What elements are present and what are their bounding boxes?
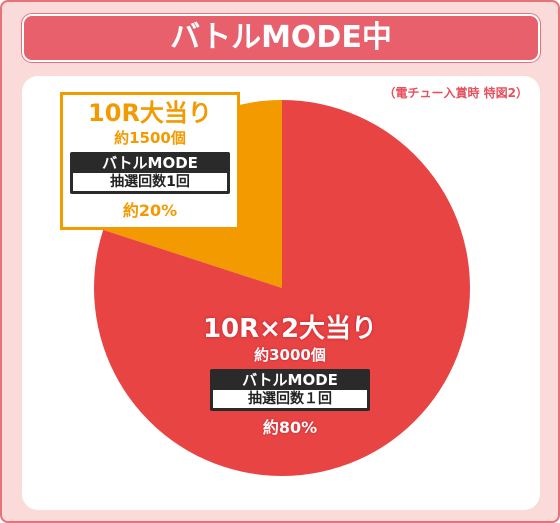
prize-label: 10R×2大当り <box>202 314 378 344</box>
payout-count: 約1500個 <box>114 129 186 147</box>
percent-label: 約20% <box>122 201 178 220</box>
lottery-count: 抽選回数１回 <box>213 390 367 408</box>
pie-slice-80 <box>94 100 471 476</box>
mode-block: バトルMODE 抽選回数１回 <box>210 369 370 411</box>
payout-count: 約3000個 <box>254 346 326 364</box>
slice-label-small: 10R大当り 約1500個 バトルMODE 抽選回数1回 約20% <box>60 92 240 230</box>
chart-panel: （電チュー入賞時 特図2） 10R大当り 約1500個 バトルMODE 抽選回数… <box>22 76 540 510</box>
lottery-count: 抽選回数1回 <box>73 173 227 191</box>
page-title: バトルMODE中 <box>22 14 540 62</box>
mode-label: バトルMODE <box>242 371 338 389</box>
slice-label-large: 10R×2大当り 約3000個 バトルMODE 抽選回数１回 約80% <box>194 312 386 442</box>
mode-block: バトルMODE 抽選回数1回 <box>70 152 230 194</box>
note-text: （電チュー入賞時 特図2） <box>383 86 528 100</box>
percent-label: 約80% <box>262 418 318 437</box>
mode-label: バトルMODE <box>102 154 198 172</box>
prize-label: 10R大当り <box>88 99 212 127</box>
